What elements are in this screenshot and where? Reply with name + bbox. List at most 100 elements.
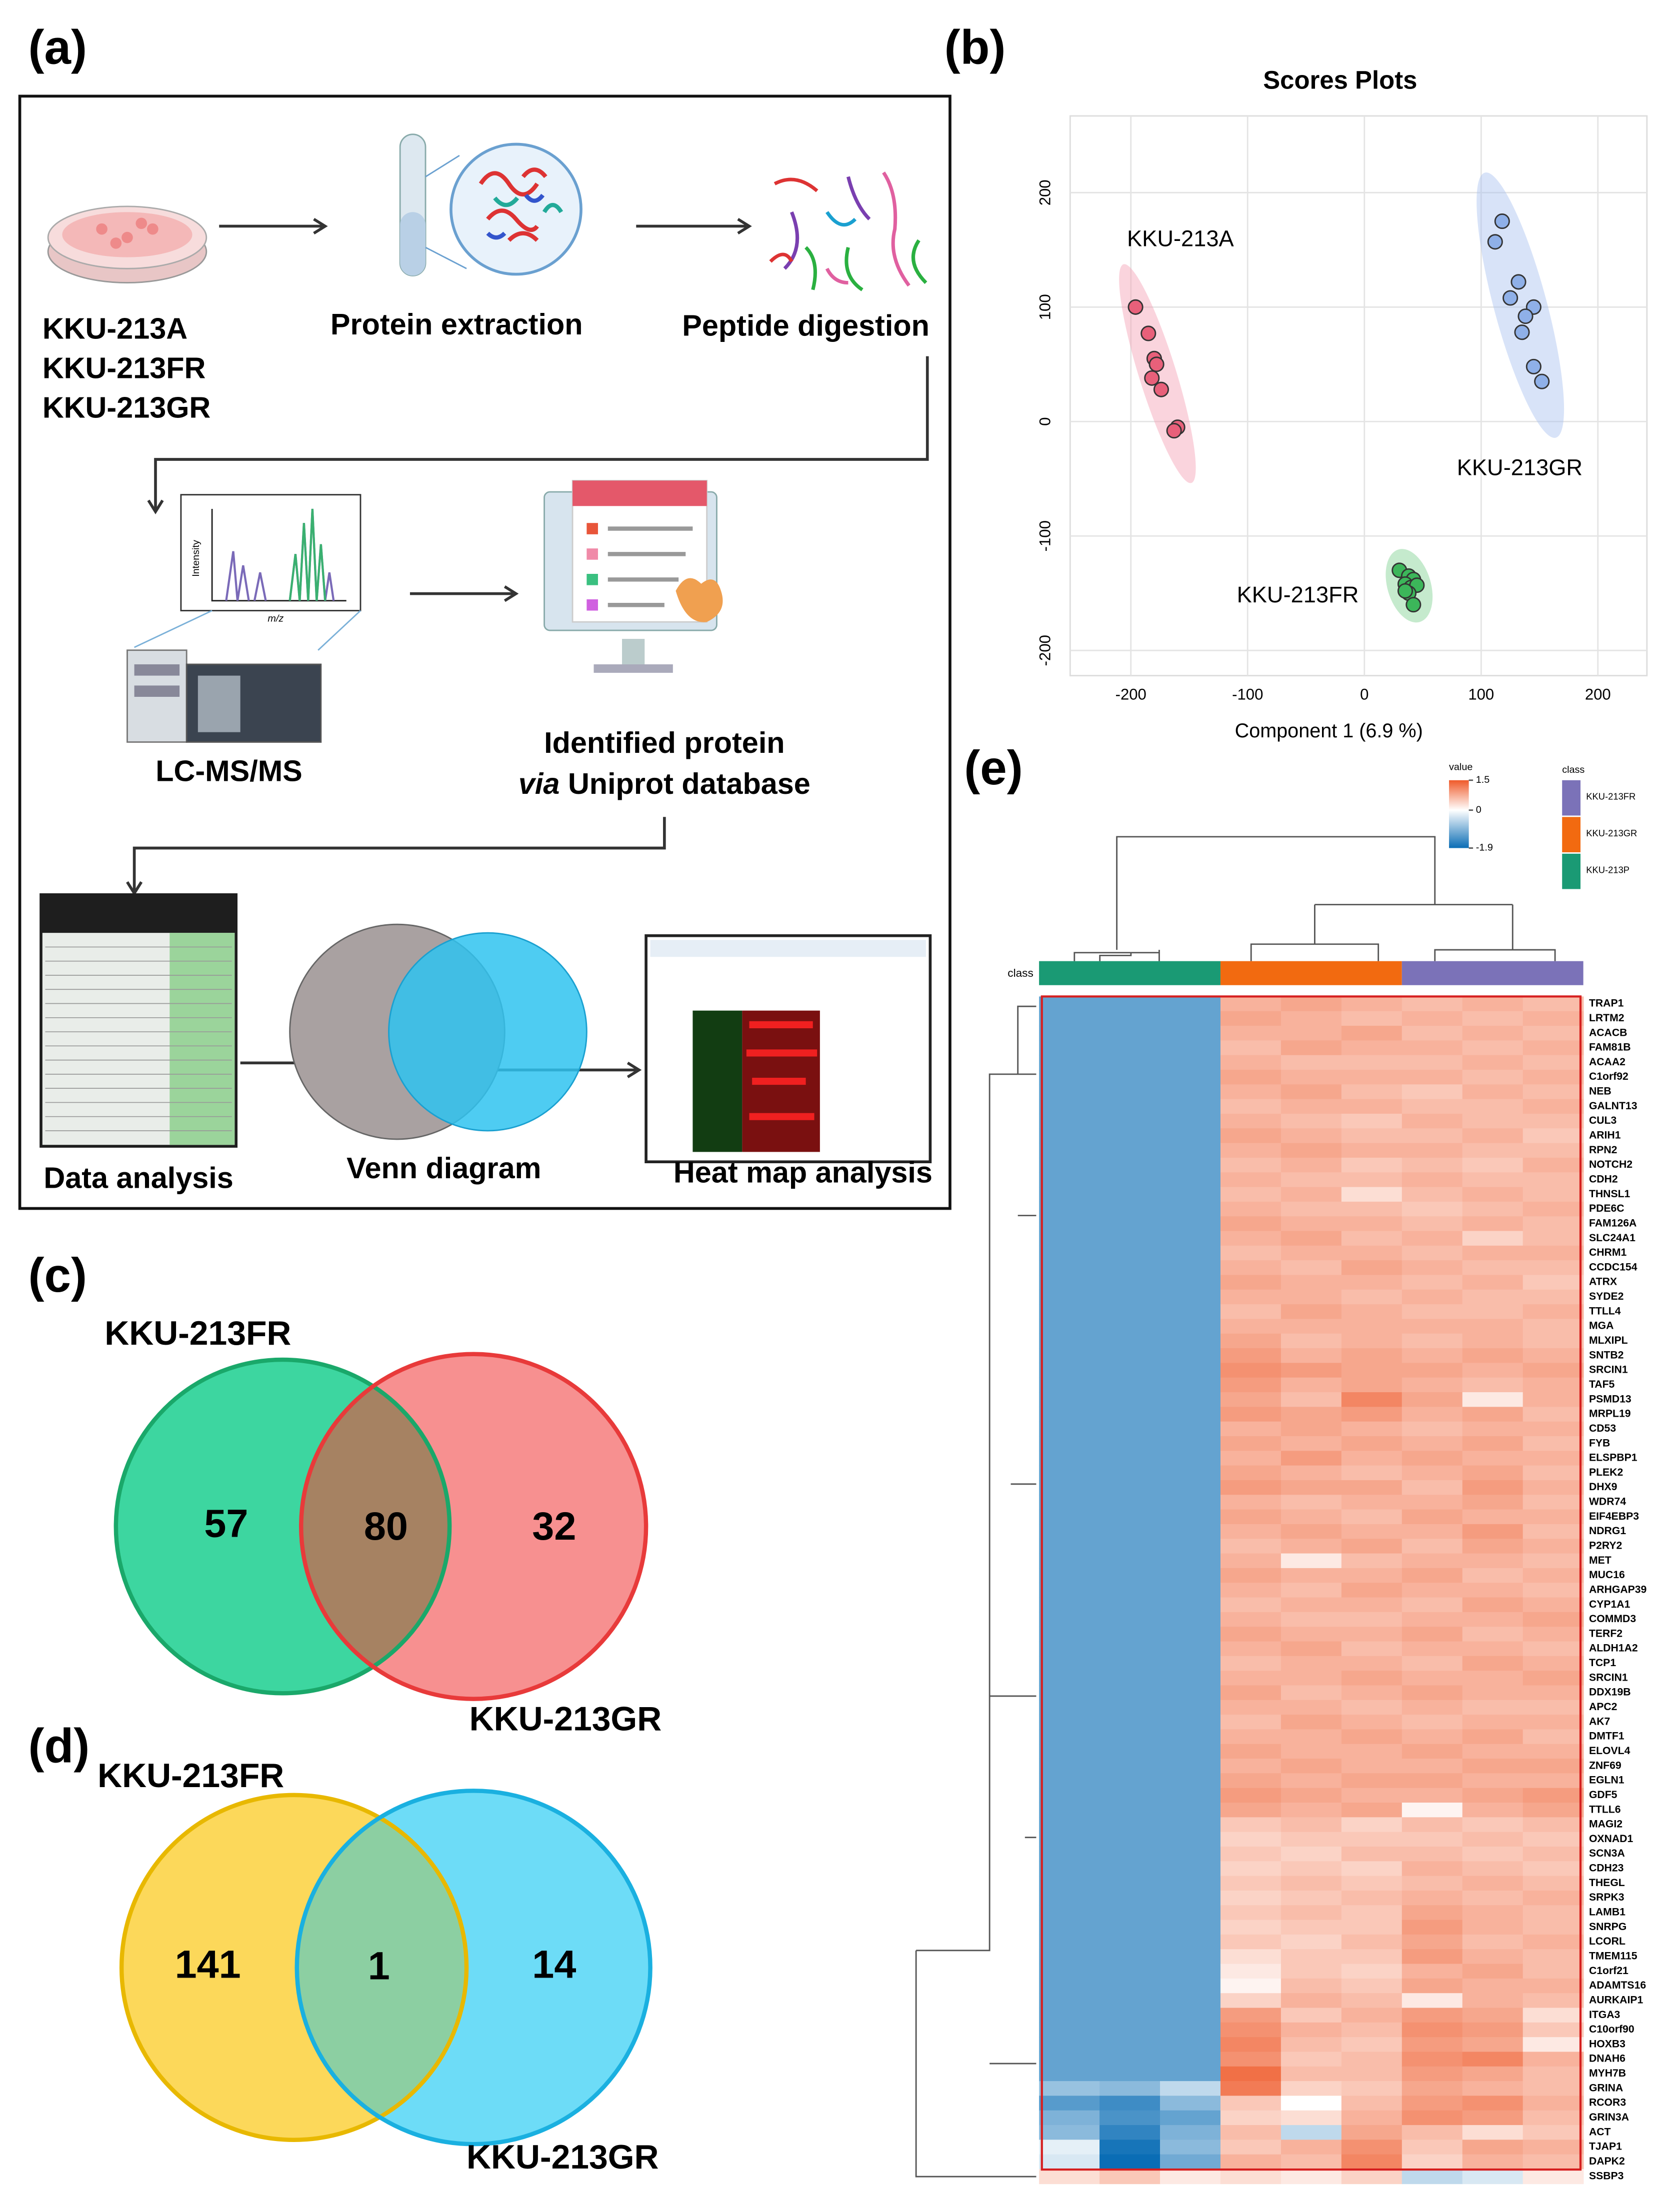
heatmap-cell — [1402, 1260, 1463, 1276]
heatmap-cell — [1462, 1495, 1524, 1510]
row-label: ARIH1 — [1589, 1130, 1621, 1141]
heatmap-cell — [1039, 1832, 1100, 1847]
heatmap-cell — [1280, 1216, 1342, 1232]
point — [1153, 381, 1169, 397]
row-label: C1orf92 — [1589, 1071, 1628, 1082]
heatmap-cell — [1522, 1509, 1584, 1525]
heatmap-cell — [1341, 1773, 1402, 1789]
heatmap-cell — [1039, 1568, 1100, 1584]
heatmap-cell — [1402, 1084, 1463, 1100]
heatmap-cell — [1039, 1377, 1100, 1393]
heatmap-cell — [1341, 1289, 1402, 1305]
spectrum — [134, 494, 362, 651]
heatmap-cell — [1039, 1627, 1100, 1642]
heatmap-cell — [1100, 2037, 1160, 2053]
heatmap-cell — [1402, 1509, 1463, 1525]
heatmap-cell — [1160, 1539, 1221, 1554]
heatmap-cell — [1462, 996, 1524, 1012]
heatmap-cell — [1220, 2081, 1282, 2097]
row-label: NEB — [1589, 1086, 1612, 1097]
row-label: ATRX — [1589, 1276, 1617, 1288]
heatmap-cell — [1039, 1216, 1100, 1232]
row-label: ACACB — [1589, 1027, 1628, 1038]
heatmap-cell — [1522, 996, 1584, 1012]
heatmap-cell — [1341, 1700, 1402, 1715]
heatmap-cell — [1341, 1304, 1402, 1320]
heatmap-cell — [1341, 2154, 1402, 2170]
heatmap-cell — [1402, 1172, 1463, 1188]
heatmap-cell — [1402, 1803, 1463, 1818]
heatmap-cell — [1100, 1773, 1160, 1789]
heatmap-cell — [1100, 1759, 1160, 1774]
row-label: PLEK2 — [1589, 1467, 1623, 1478]
heatmap-cell — [1462, 1113, 1524, 1129]
heatmap-cell — [1280, 1026, 1342, 1041]
heatmap-cell — [1039, 1157, 1100, 1173]
heatmap-cell — [1160, 1715, 1221, 1730]
heatmap-cell — [1039, 1524, 1100, 1540]
heatmap-cell — [1220, 1671, 1282, 1686]
heatmap-cell — [1462, 1201, 1524, 1217]
heatmap-cell — [1160, 1949, 1221, 1965]
heatmap-cell — [1160, 1773, 1221, 1789]
heatmap-cell — [1100, 2096, 1160, 2111]
heatmap-cell — [1522, 1040, 1584, 1056]
heatmap-cell — [1462, 1509, 1524, 1525]
legend-tick-label: 1.5 — [1476, 774, 1490, 785]
heatmap-cell — [1522, 1319, 1584, 1334]
heatmap-cell — [1462, 1069, 1524, 1085]
heatmap-cell — [1039, 1612, 1100, 1628]
heatmap-cell — [1039, 1040, 1100, 1056]
heatmap-cell — [1100, 1964, 1160, 1979]
heatmap-cell — [1220, 1436, 1282, 1452]
x-tick-label: 200 — [1585, 685, 1611, 703]
heatmap-cell — [1160, 1465, 1221, 1481]
heatmap-cell — [1280, 1685, 1342, 1701]
heatmap-cell — [1039, 1275, 1100, 1290]
heatmap-cell — [1160, 1832, 1221, 1847]
heatmap-cell — [1220, 1583, 1282, 1598]
heatmap-cell — [1462, 1641, 1524, 1657]
step-label: Venn diagram — [346, 1151, 541, 1185]
heatmap-cell — [1160, 1964, 1221, 1979]
heatmap-cell — [1039, 1861, 1100, 1877]
heatmap-cell — [1280, 1377, 1342, 1393]
heatmap-cell — [1522, 1026, 1584, 1041]
heatmap-cell — [1462, 1846, 1524, 1862]
heatmap-cell — [1462, 1685, 1524, 1701]
heatmap-cell — [1039, 1084, 1100, 1100]
heatmap-cell — [1039, 2066, 1100, 2082]
heatmap-cell — [1220, 1011, 1282, 1026]
heatmap-cell — [1100, 1788, 1160, 1803]
test-tube — [399, 133, 582, 276]
step-label: LC-MS/MS — [156, 754, 302, 787]
heatmap-cell — [1341, 1583, 1402, 1598]
row-label: NDRG1 — [1589, 1525, 1626, 1537]
heatmap-cell — [1341, 2096, 1402, 2111]
heatmap-cell — [1280, 1715, 1342, 1730]
heatmap-cell — [1462, 1216, 1524, 1232]
row-label: MUC16 — [1589, 1569, 1625, 1581]
heatmap-cell — [1220, 1817, 1282, 1833]
heatmap-cell — [1522, 1700, 1584, 1715]
heatmap-cell — [1100, 1978, 1160, 1994]
heatmap-cell — [1402, 1553, 1463, 1569]
heatmap-cell — [1280, 2110, 1342, 2126]
heatmap-cell — [1462, 2081, 1524, 2097]
heatmap-cell — [1402, 1348, 1463, 1364]
heatmap-cell — [1160, 1876, 1221, 1891]
row-label: TRAP1 — [1589, 998, 1624, 1009]
heatmap-cell — [1462, 1480, 1524, 1496]
heatmap-cell — [1100, 1568, 1160, 1584]
heatmap-cell — [1341, 1348, 1402, 1364]
venn-icon — [289, 923, 588, 1140]
group-label: KKU-213FR — [1237, 582, 1359, 607]
heatmap-cell — [1100, 2052, 1160, 2067]
heatmap-cell — [1341, 1040, 1402, 1056]
heatmap-cell — [1402, 1949, 1463, 1965]
heatmap-cell — [1341, 1172, 1402, 1188]
heatmap-cell — [1522, 1583, 1584, 1598]
row-label: APC2 — [1589, 1701, 1618, 1713]
heatmap-cell — [1160, 1788, 1221, 1803]
row-label: RCOR3 — [1589, 2097, 1626, 2109]
